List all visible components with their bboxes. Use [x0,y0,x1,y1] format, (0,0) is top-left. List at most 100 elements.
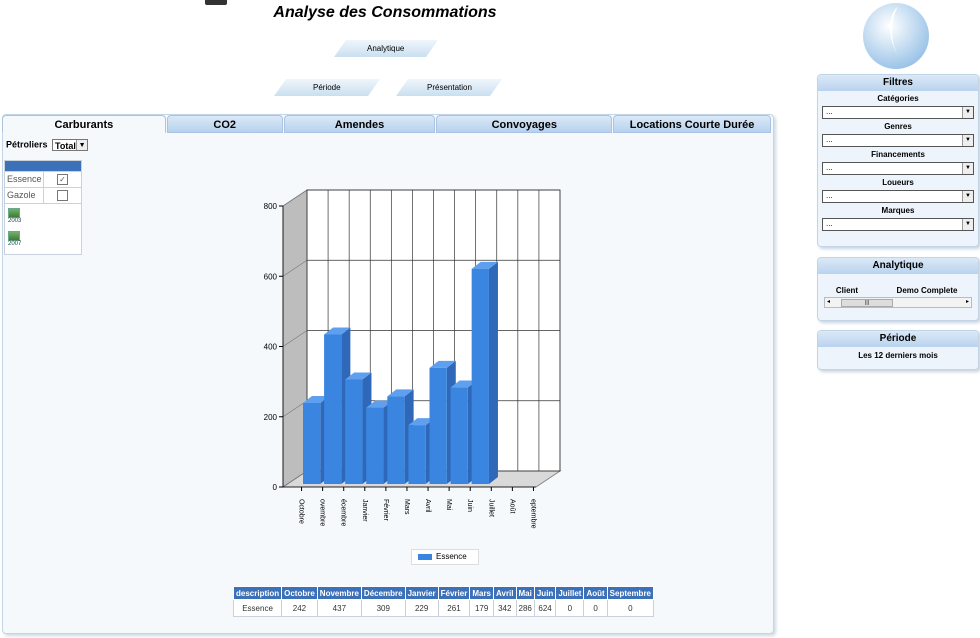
table-cell: 437 [316,599,362,617]
filters-box: Filtres Catégories ... ▼ Genres ... ▼ Financem… [817,74,979,247]
x-tick-label: Mai [445,499,452,511]
table-cell: 0 [606,599,655,617]
x-tick-label: Mars [403,499,410,515]
petroliers-filter: Pétroliers Total ▼ [6,139,89,151]
table-header-cell: Décembre [360,586,406,600]
analytique-title: Analytique [818,258,978,274]
chevron-down-icon: ▼ [962,135,973,146]
table-header-cell: Novembre [316,586,362,600]
tab-amendes[interactable]: Amendes [283,115,436,133]
tab-carburants[interactable]: Carburants [2,115,166,133]
table-cell: 342 [493,599,517,617]
table-cell: 624 [533,599,557,617]
tab-convoyages[interactable]: Convoyages [436,115,613,133]
bar-top [408,418,435,426]
bar-top [324,327,351,335]
x-tick-label: ovembre [319,499,326,526]
x-tick-label: Août [508,499,515,513]
table-cell: 0 [583,599,608,617]
essence-checkbox[interactable]: ✓ [57,174,68,185]
chart-legend: Essence [411,549,479,565]
petroliers-select[interactable]: Total ▼ [52,139,89,151]
page-title: Analyse des Consommations [273,4,497,21]
x-tick-label: Octobre [298,499,305,524]
filter-select[interactable]: ... ▼ [822,134,974,147]
bar [345,379,363,484]
table-header-cell: Mars [469,586,495,600]
table-header-cell: Juin [533,586,557,600]
table-header-cell: Mai [515,586,535,600]
table-header-cell: Août [583,586,608,600]
bar-top [345,372,372,380]
petroliers-label: Pétroliers [6,139,48,150]
bar-top [450,380,477,388]
table-row: Essence 242 437 309 229 261 179 342 286 624 0 0 0 [232,599,655,617]
filter-label: Marques [881,206,915,215]
table-cell: 179 [469,599,495,617]
consumption-chart: 0 200 400 600 800 Octobre ovembre écembre Janvie… [264,189,562,529]
logo [863,3,929,69]
y-tick-label: 200 [264,413,278,422]
filter-select[interactable]: ... ▼ [822,190,974,203]
bar [471,268,489,484]
table-header-cell: Septembre [606,586,655,600]
table-cell: 261 [437,599,471,617]
bar [387,396,405,484]
x-tick-label: Juillet [487,499,494,517]
table-cell: 229 [404,599,439,617]
table-header-cell: Janvier [404,586,439,600]
table-header-cell: Avril [493,586,517,600]
analytique-box: Analytique Client Demo Complete ◂ ||| ▸ [817,257,979,321]
tab-presentation[interactable]: Présentation [396,79,502,96]
x-tick-label: Février [382,499,389,521]
bar-top [303,395,330,403]
table-header-cell: Juillet [555,586,585,600]
bar [450,387,468,484]
excel-2003-icon[interactable]: 2003 [8,208,21,224]
legend-label: Essence [436,552,467,561]
table-header-cell: Février [437,586,471,600]
bar [366,407,384,484]
tab-co2[interactable]: CO2 [166,115,283,133]
chevron-down-icon: ▼ [962,191,973,202]
filter-label: Loueurs [882,178,914,187]
periode-value: Les 12 derniers mois [858,351,938,360]
bar [429,367,447,484]
table-cell: 0 [555,599,585,617]
table-header-cell: Octobre [281,586,318,600]
chevron-down-icon: ▼ [76,140,88,150]
y-tick-label: 400 [264,343,278,352]
filter-label: Genres [884,122,912,131]
filter-select[interactable]: ... ▼ [822,162,974,175]
filters-title: Filtres [818,75,978,91]
scroll-right-icon[interactable]: ▸ [965,299,969,305]
tab-locations-courte-duree[interactable]: Locations Courte Durée [613,115,771,133]
x-tick-label: écembre [340,499,347,526]
gazole-checkbox[interactable] [57,190,68,201]
filter-select[interactable]: ... ▼ [822,106,974,119]
filter-label: Financements [871,150,925,159]
filter-select[interactable]: ... ▼ [822,218,974,231]
gridline-side [282,330,308,347]
table-header-cell: description [232,586,283,600]
client-label: Client [835,286,859,295]
scroll-thumb[interactable]: ||| [841,299,893,307]
analytique-scrollbar[interactable]: ◂ ||| ▸ [824,297,972,308]
gridline-side [282,260,308,277]
client-value: Demo Complete [896,286,958,295]
y-tick-label: 800 [264,202,278,211]
tab-periode[interactable]: Période [274,79,380,96]
chevron-down-icon: ▼ [962,163,973,174]
legend-swatch [418,553,432,560]
bar [324,334,342,484]
tab-analytique[interactable]: Analytique [334,40,438,57]
excel-2007-icon[interactable]: 2007 [8,231,21,247]
scroll-left-icon[interactable]: ◂ [827,299,831,305]
bar-top [366,400,393,408]
fuel-row-essence: Essence ✓ [5,172,81,188]
bar-top [387,389,414,397]
category-tabs: Carburants CO2 Amendes Convoyages Locati… [2,115,772,134]
chevron-down-icon: ▼ [962,219,973,230]
gridline-side [282,189,308,207]
fuel-type-table: Essence ✓ Gazole 2003 2007 [4,160,82,255]
